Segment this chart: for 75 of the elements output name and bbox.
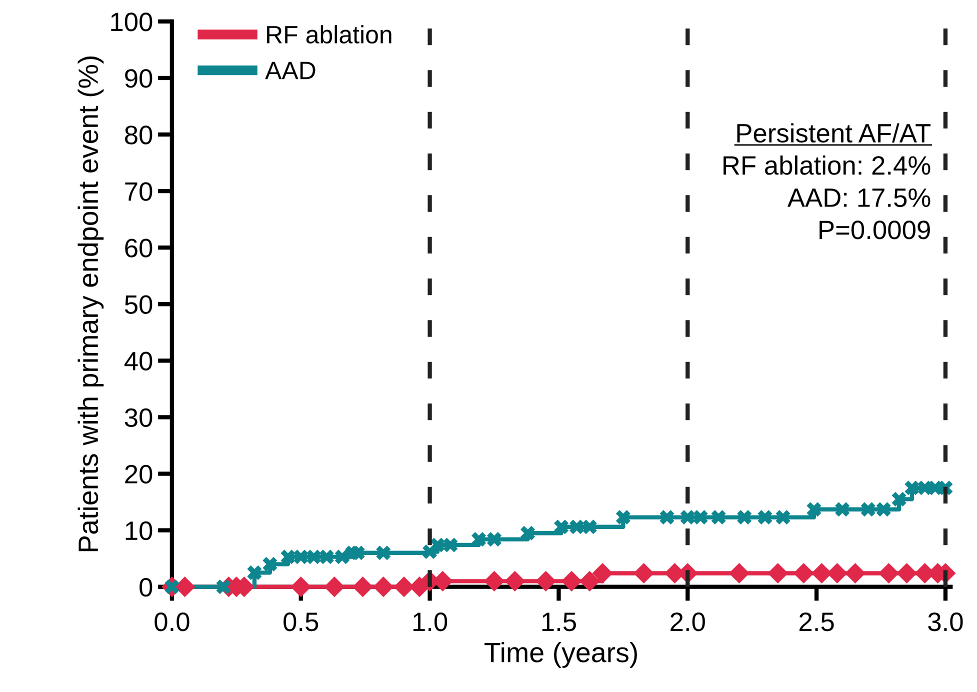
y-tick-label: 20: [125, 464, 152, 484]
point: [373, 576, 394, 598]
legend-label: RF ablation: [267, 25, 392, 44]
point: [680, 510, 695, 525]
point: [352, 576, 374, 598]
point: [484, 570, 505, 592]
point: [904, 480, 920, 496]
annotation: Persistent AF/AT: [737, 123, 931, 143]
point: [896, 562, 918, 584]
point: [294, 550, 308, 564]
y-tick-label: 100: [111, 12, 152, 32]
y-tick-label: 0: [140, 578, 152, 597]
x-tick-label: 3.0: [928, 612, 963, 632]
y-tick-label: 50: [124, 295, 152, 314]
point: [582, 520, 597, 534]
point: [247, 565, 262, 580]
x-tick-label: 0.5: [284, 612, 318, 632]
y-axis-title: Patients with primary endpoint event (%): [78, 56, 104, 552]
point: [376, 546, 391, 560]
point: [324, 576, 345, 598]
x-tick-label: 1.0: [413, 612, 448, 632]
x-tick-label: 1.5: [542, 612, 576, 632]
point: [350, 546, 365, 560]
point: [793, 562, 814, 584]
point: [633, 562, 654, 584]
point: [471, 532, 486, 547]
point: [768, 562, 788, 584]
y-tick-label: 60: [125, 238, 152, 258]
point: [486, 532, 502, 547]
point: [835, 502, 850, 517]
point: [319, 550, 334, 564]
annotation: AAD: 17.5%: [787, 188, 930, 208]
legend-label: AAD: [265, 62, 316, 80]
x-axis-title: Time (years): [484, 642, 637, 668]
y-tick-label: 30: [124, 408, 152, 428]
y-tick-label: 10: [126, 521, 152, 540]
y-tick-label: 80: [125, 126, 152, 144]
point: [660, 510, 674, 525]
y-tick-label: 70: [125, 182, 152, 201]
point: [504, 570, 526, 592]
point: [579, 570, 600, 592]
x-tick-label: 2.0: [670, 612, 705, 632]
point: [554, 520, 569, 534]
point: [876, 502, 891, 517]
point: [334, 550, 350, 564]
point: [443, 538, 458, 552]
point: [306, 550, 322, 564]
point: [758, 510, 772, 525]
point: [860, 502, 876, 517]
x-tick-label: 2.5: [800, 612, 834, 632]
point: [280, 550, 296, 564]
point: [806, 502, 822, 517]
y-tick-label: 40: [124, 352, 152, 370]
point: [892, 492, 906, 506]
y-tick-label: 90: [125, 69, 152, 88]
point: [728, 562, 750, 584]
point: [592, 562, 613, 584]
point: [737, 510, 752, 525]
point: [776, 510, 790, 525]
point: [878, 562, 900, 584]
x-tick-label: 0.0: [154, 612, 190, 632]
point: [536, 570, 556, 592]
annotation: RF ablation: 2.4%: [724, 155, 930, 175]
point: [216, 580, 231, 594]
point: [430, 538, 445, 552]
point: [569, 520, 584, 534]
point: [616, 510, 630, 525]
point: [693, 510, 708, 525]
point: [844, 562, 866, 584]
point: [711, 510, 726, 525]
annotation: P=0.0009: [820, 220, 930, 240]
point: [290, 576, 312, 598]
point: [561, 570, 582, 592]
point: [262, 556, 278, 572]
point: [520, 526, 536, 540]
